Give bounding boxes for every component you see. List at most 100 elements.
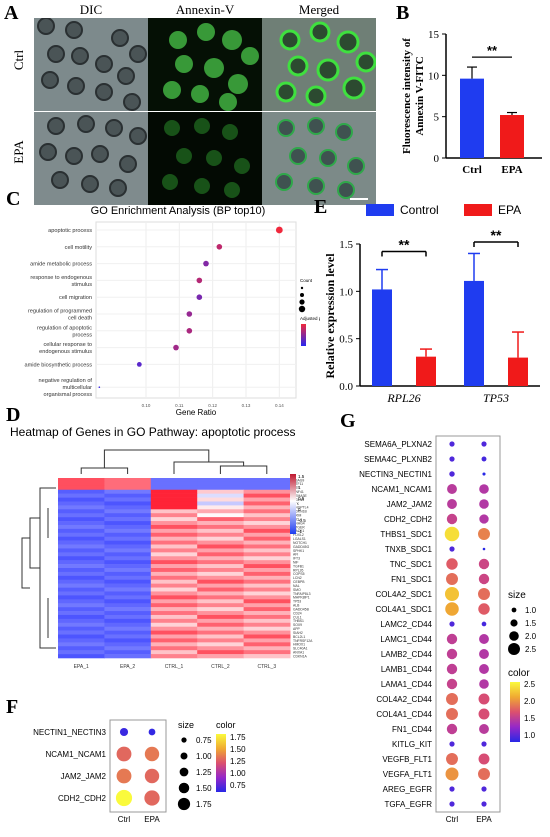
y-axis-label: Relative expression level (323, 253, 337, 379)
heatmap-cell (104, 583, 152, 588)
heatmap-cell (58, 513, 105, 518)
row-label: ANGPTL4 (293, 506, 309, 510)
x-tick-label: 0.13 (242, 403, 251, 408)
size-legend-dot (509, 631, 519, 641)
heatmap-cell (197, 540, 245, 545)
y-tick-label: THBS1_SDC1 (380, 530, 432, 539)
bubble-37 (478, 708, 490, 720)
color-legend-tick: 1.0 (524, 731, 536, 740)
column-header-annexin: Annexin-V (175, 2, 235, 17)
heatmap-cell (104, 481, 152, 487)
micrograph-ctrl-dic (34, 18, 148, 111)
y-tick-label: 1.0 (339, 286, 353, 298)
column-header-merged: Merged (298, 2, 340, 17)
x-tick-label: EPA (476, 815, 492, 824)
y-tick-label: regulation of apoptotic process (37, 325, 92, 338)
significance-label: ** (399, 236, 410, 252)
heatmap-cell (58, 571, 105, 577)
heatmap-cell (197, 650, 245, 655)
heatmap-cell (150, 532, 198, 537)
heatmap-cell (197, 622, 245, 627)
heatmap-cell (197, 552, 245, 557)
y-tick-label: 5 (434, 112, 440, 124)
micrograph-ctrl-annexin (148, 18, 262, 111)
y-tick-label: amide biosynthetic process (25, 362, 93, 368)
row-label-ctrl: Ctrl (11, 49, 26, 71)
heatmap-cell (58, 611, 105, 616)
heatmap-cell (104, 509, 152, 514)
bubble-0 (119, 727, 129, 737)
row-label: SMO (293, 588, 301, 592)
heatmap-cell (150, 493, 198, 498)
heatmap-cell (150, 603, 198, 608)
heatmap-cell (197, 536, 245, 541)
row-label: SOX9 (293, 623, 302, 627)
row-label: AFI (293, 553, 298, 557)
row-label: CEBPB (293, 580, 305, 584)
heatmap-cell (243, 583, 291, 588)
heatmap-cell (197, 599, 245, 604)
bubble-40 (449, 741, 455, 747)
heatmap-cell (104, 552, 152, 557)
heatmap-cell (58, 524, 105, 530)
heatmap-cell (150, 595, 198, 600)
panel-label-a: A (4, 2, 19, 24)
bubble-44 (445, 767, 459, 781)
bubble-47 (481, 786, 487, 792)
legend-count-title: Count (300, 278, 313, 283)
plot-area (435, 435, 501, 813)
heatmap-cell (104, 603, 152, 608)
row-label: GADD45G (293, 545, 310, 549)
heatmap-cell (243, 650, 291, 655)
bubble-19 (478, 573, 490, 585)
micrograph-epa-merged (262, 112, 376, 205)
heatmap-cell (104, 638, 152, 643)
heatmap-cell (58, 521, 105, 526)
y-tick-label: AREG_EGFR (383, 785, 433, 794)
bubble-5 (482, 472, 486, 476)
y-tick-label: LAMC2_CD44 (380, 620, 432, 629)
y-tick-label: LAMC1_CD44 (380, 635, 432, 644)
heatmap-cell (150, 489, 198, 494)
heatmap-cell (243, 540, 291, 545)
heatmap-cell (58, 485, 105, 491)
size-legend-title: size (178, 720, 194, 730)
bubble-4 (116, 768, 132, 784)
bubble-8 (447, 499, 457, 509)
legend-padj-title: Adjusted p-value (300, 316, 320, 321)
size-legend-label: 2.5 (525, 645, 537, 654)
bubble-39 (479, 724, 489, 734)
heatmap-cell (104, 626, 152, 631)
dot-7 (173, 344, 179, 351)
heatmap-cell (197, 634, 245, 639)
heatmap-cell (243, 493, 291, 498)
heatmap-cell (58, 560, 105, 565)
heatmap-cell (243, 521, 291, 526)
heatmap-cell (197, 513, 245, 518)
heatmap-cell (104, 489, 152, 494)
panel-label-d: D (6, 404, 21, 426)
bubble-33 (479, 679, 489, 689)
heatmap-cell (243, 603, 291, 608)
row-label: EGLN3 (293, 498, 304, 502)
row-label: ALB (293, 604, 300, 608)
heatmap-cell (58, 630, 105, 635)
heatmap-cell (243, 607, 291, 612)
heatmap-cell (243, 505, 291, 510)
bar-ctrl (460, 78, 484, 158)
heatmap-cell (197, 583, 245, 588)
column-label: CTRL_3 (257, 664, 276, 670)
heatmap-cell (243, 524, 291, 530)
heatmap-cell (243, 654, 291, 659)
significance-label: ** (491, 227, 502, 243)
bubble-16 (446, 558, 458, 570)
micrograph-ctrl-merged (262, 18, 376, 111)
heatmap-cell (104, 650, 152, 655)
heatmap-cell (243, 478, 291, 483)
heatmap-cell (104, 540, 152, 545)
panel-label-f: F (6, 696, 19, 718)
heatmap-cell (197, 478, 245, 483)
panel-label-e: E (314, 196, 328, 218)
y-tick-label: COL4A1_CD44 (376, 710, 432, 719)
heatmap-cell (104, 528, 152, 534)
